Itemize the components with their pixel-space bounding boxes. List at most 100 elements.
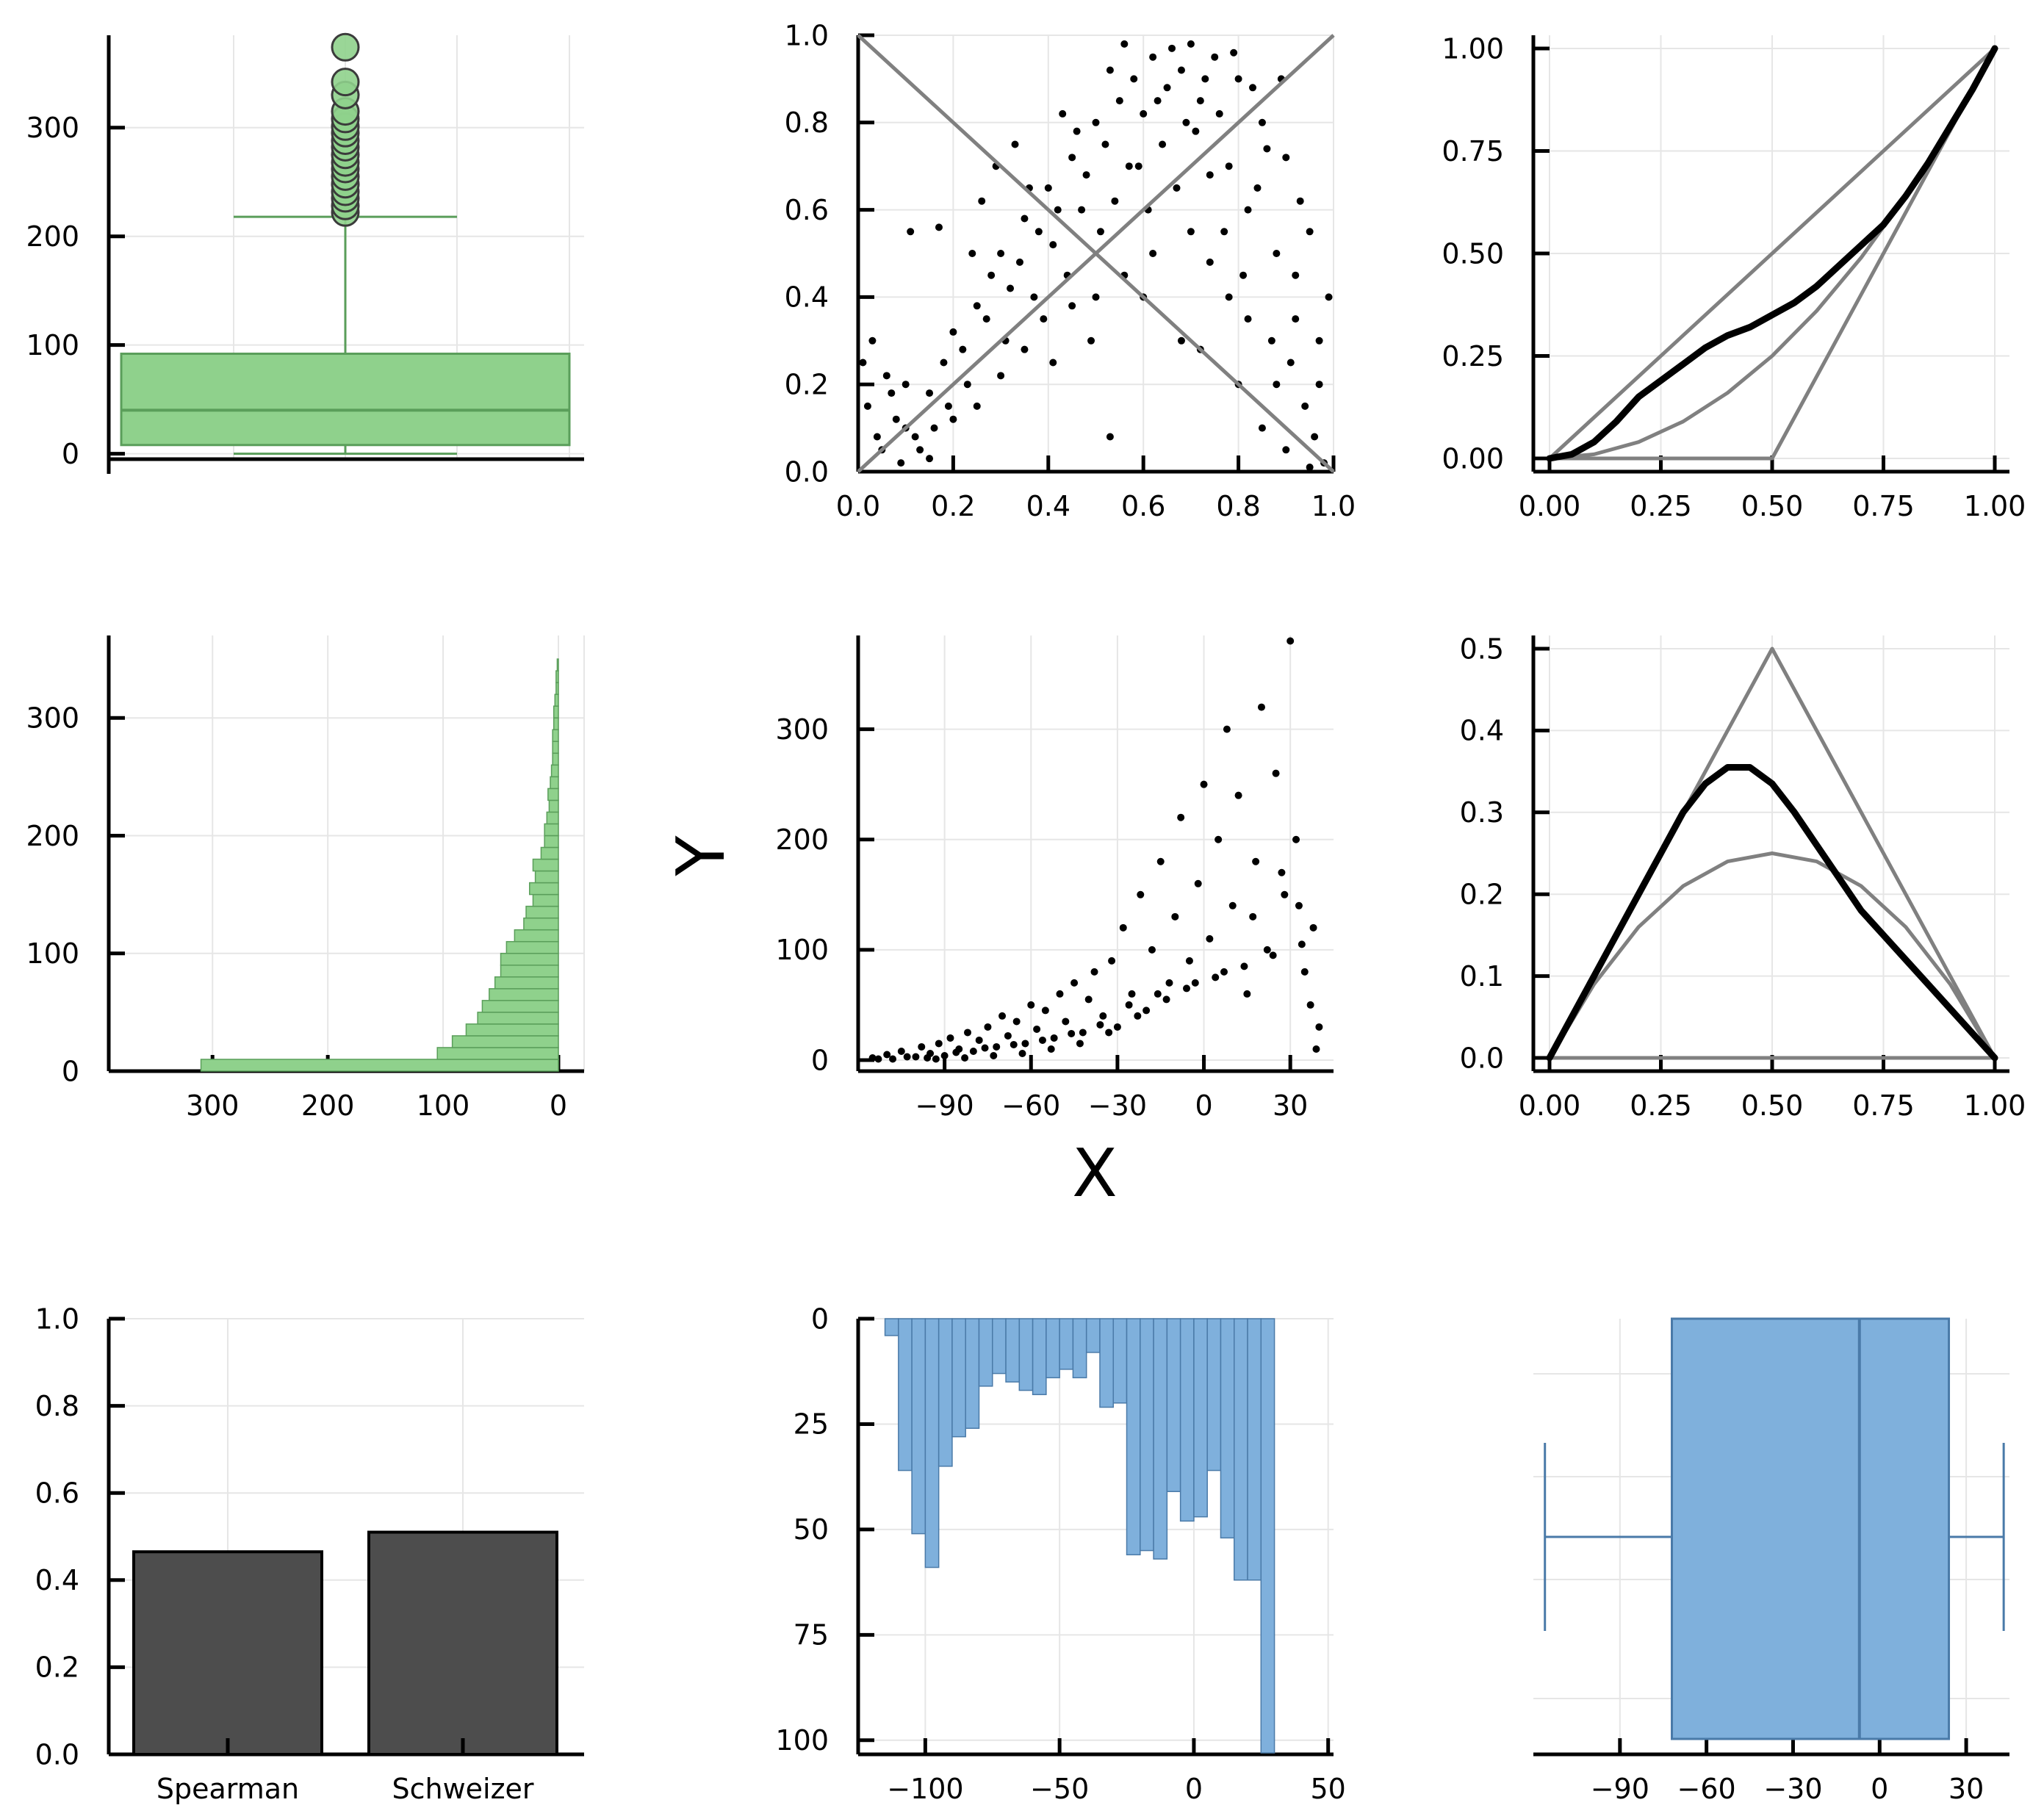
y-tick-label: 0.8 — [785, 107, 829, 139]
y-tick-label: 0 — [62, 438, 79, 470]
x-tick-label: 0 — [1185, 1773, 1203, 1805]
x-tick-label: 0 — [1195, 1089, 1212, 1122]
scatter-point — [1125, 162, 1133, 170]
x-tick-label: 0.4 — [1026, 490, 1070, 522]
x-tick-label: 1.00 — [1964, 490, 2026, 522]
histogram-bar — [556, 658, 559, 671]
scatter-point — [1108, 957, 1116, 965]
histogram-bar — [550, 764, 559, 778]
scatter-point — [883, 1051, 891, 1059]
scatter-point — [944, 402, 952, 410]
scatter-point — [1177, 813, 1185, 821]
x-tick-label: 0.50 — [1741, 490, 1804, 522]
x-tick-label: 300 — [186, 1089, 240, 1122]
scatter-point — [868, 336, 877, 345]
scatter-point — [1033, 1025, 1041, 1033]
scatter-point — [1206, 171, 1214, 179]
histogram-bar — [1193, 1318, 1208, 1518]
scatter-point — [1021, 1040, 1029, 1048]
scatter-point — [952, 1048, 960, 1056]
x-tick-label: 100 — [417, 1089, 470, 1122]
scatter-point — [1206, 258, 1214, 266]
scatter-point — [1040, 315, 1048, 323]
outlier-point — [331, 32, 360, 62]
scatter-point — [1076, 1040, 1084, 1048]
scatter-point — [1134, 1012, 1142, 1020]
histogram-bar — [1260, 1318, 1275, 1754]
scatter-point — [1182, 118, 1190, 126]
scatter-point — [1106, 433, 1114, 441]
scatter-point — [863, 402, 871, 410]
y-tick-label: 200 — [26, 220, 79, 253]
scatter-point — [1239, 271, 1248, 279]
chart-kendall-difference: 0.0 0.1 0.2 0.3 0.4 0.5 0.00 0.25 0.50 0.75 1.00 — [1460, 633, 2026, 1122]
y-tick-label: 100 — [775, 1724, 829, 1757]
scatter-point — [918, 1042, 926, 1051]
histogram-bar — [494, 976, 559, 990]
histogram-bar — [978, 1318, 993, 1387]
scatter-point — [1194, 879, 1202, 887]
histogram-bar — [1046, 1318, 1060, 1379]
histogram-bar — [481, 1000, 559, 1013]
scatter-point — [935, 1040, 943, 1048]
histogram-bar — [552, 741, 559, 754]
scatter-point — [1240, 962, 1248, 970]
histogram-bar — [500, 952, 559, 966]
histogram-bar — [884, 1318, 899, 1336]
scatter-point — [1230, 48, 1238, 57]
scatter-point — [1021, 345, 1029, 353]
scatter-point — [1287, 359, 1295, 367]
scatter-point — [1192, 127, 1200, 135]
histogram-bar — [911, 1318, 926, 1535]
scatter-point — [911, 433, 919, 441]
y-tick-label: 200 — [26, 820, 79, 852]
outlier-point — [331, 68, 360, 97]
y-tick-label: 0.6 — [35, 1477, 79, 1510]
scatter-point — [1041, 1006, 1049, 1015]
histogram-bar — [505, 940, 559, 954]
histogram-bar — [1247, 1318, 1262, 1581]
scatter-point — [959, 345, 967, 353]
scatter-point — [1163, 84, 1171, 92]
histogram-bar — [529, 882, 559, 896]
y-tick-label: 0 — [811, 1044, 829, 1076]
y-tick-label: 0 — [62, 1055, 79, 1087]
scatter-point — [1306, 464, 1314, 472]
chart-dependence-measures: 0.0 0.2 0.4 0.6 0.8 1.0 Spearman Schweizer — [35, 1303, 584, 1805]
scatter-point — [932, 1055, 940, 1063]
scatter-point — [1263, 145, 1271, 153]
series-line-independence — [1547, 851, 1997, 1060]
scatter-point — [1292, 271, 1300, 279]
histogram-bar — [552, 752, 559, 766]
histogram-bar — [550, 776, 559, 790]
scatter-point — [1090, 968, 1098, 976]
x-tick-label: −30 — [1088, 1089, 1147, 1122]
x-tick-label: 0.25 — [1630, 490, 1692, 522]
scatter-point — [1027, 1001, 1035, 1009]
x-tick-label: 30 — [1273, 1089, 1308, 1122]
scatter-point — [1073, 127, 1081, 135]
y-tick-label: 0 — [811, 1303, 829, 1335]
x-tick-label: 0.00 — [1519, 1089, 1581, 1122]
scatter-point — [1113, 1023, 1121, 1031]
y-tick-label: 300 — [26, 702, 79, 734]
x-tick-label: −90 — [915, 1089, 974, 1122]
y-tick-label: 0.4 — [785, 281, 829, 314]
y-tick-label: 25 — [794, 1408, 829, 1441]
scatter-point — [1272, 769, 1280, 777]
scatter-point — [1011, 140, 1019, 148]
scatter-point — [1111, 197, 1119, 205]
scatter-point — [1315, 336, 1323, 345]
scatter-point — [1134, 162, 1142, 170]
scatter-point — [1249, 912, 1257, 921]
scatter-point — [1253, 184, 1262, 192]
histogram-bar — [938, 1318, 953, 1467]
scatter-point — [926, 455, 934, 463]
histogram-bar — [548, 799, 559, 813]
scatter-point — [1249, 84, 1257, 92]
scatter-point — [1258, 424, 1266, 432]
histogram-bar — [534, 870, 559, 884]
y-tick-label: 50 — [794, 1513, 829, 1546]
scatter-point — [1034, 228, 1043, 236]
scatter-point — [1079, 1029, 1087, 1037]
